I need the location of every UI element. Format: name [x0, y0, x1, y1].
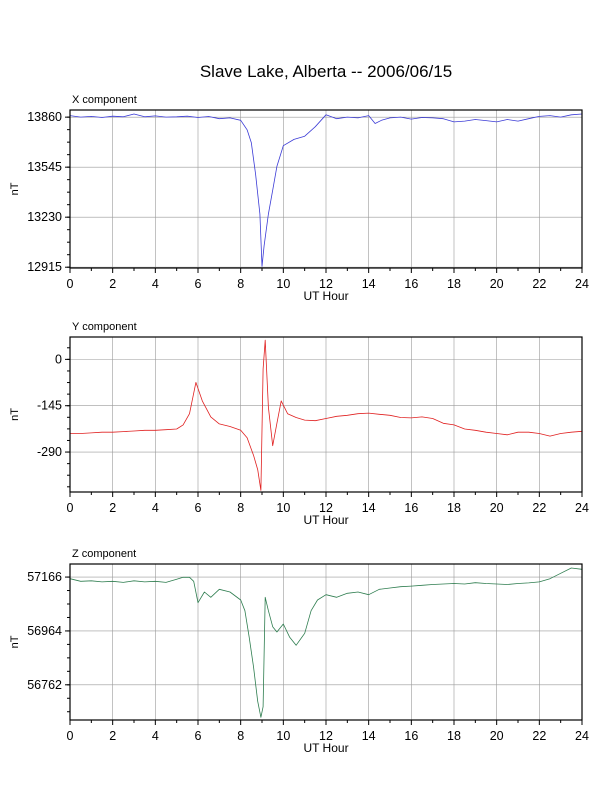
x-tick-label: 16 [404, 277, 418, 291]
y-axis-label: nT [9, 182, 21, 195]
x-tick-label: 12 [319, 277, 333, 291]
x-tick-label: 4 [152, 729, 159, 743]
x-tick-label: 22 [532, 729, 546, 743]
x-tick-label: 20 [490, 277, 504, 291]
x-tick-label: 4 [152, 277, 159, 291]
x-tick-label: 0 [67, 501, 74, 515]
x-tick-label: 18 [447, 501, 461, 515]
x-tick-label: 18 [447, 277, 461, 291]
y-axis-label: nT [9, 635, 21, 648]
y-tick-label: 13230 [27, 210, 62, 224]
x-tick-label: 12 [319, 729, 333, 743]
x-tick-label: 16 [404, 501, 418, 515]
x-tick-label: 10 [276, 501, 290, 515]
x-tick-label: 6 [195, 277, 202, 291]
x-axis-label: UT Hour [303, 513, 348, 527]
y-tick-label: 0 [55, 352, 62, 366]
x-tick-label: 8 [237, 277, 244, 291]
y-tick-label: 56964 [27, 624, 62, 638]
y-tick-label: 57166 [27, 570, 62, 584]
panel-title: Z component [72, 548, 136, 560]
y-tick-label: 12915 [27, 260, 62, 274]
x-tick-label: 0 [67, 277, 74, 291]
x-tick-label: 14 [362, 501, 376, 515]
y-axis-label: nT [9, 408, 21, 421]
x-tick-label: 24 [575, 501, 589, 515]
panel-title: X component [72, 94, 137, 106]
series-line [70, 339, 583, 491]
x-tick-label: 2 [109, 501, 116, 515]
x-tick-label: 20 [490, 729, 504, 743]
x-tick-label: 10 [276, 729, 290, 743]
x-tick-label: 8 [237, 729, 244, 743]
x-tick-label: 0 [67, 729, 74, 743]
chart-title: Slave Lake, Alberta -- 2006/06/15 [200, 62, 452, 81]
x-tick-label: 20 [490, 501, 504, 515]
x-axis-label: UT Hour [303, 741, 348, 755]
x-tick-label: 6 [195, 501, 202, 515]
x-tick-label: 24 [575, 729, 589, 743]
plot-frame [69, 563, 583, 721]
series-line [69, 567, 583, 718]
x-tick-label: 14 [362, 729, 376, 743]
x-tick-label: 22 [532, 501, 546, 515]
x-axis-label: UT Hour [303, 289, 348, 303]
x-tick-label: 24 [575, 277, 589, 291]
x-tick-label: 2 [109, 277, 116, 291]
x-tick-label: 6 [195, 729, 202, 743]
x-tick-label: 2 [109, 729, 116, 743]
y-tick-label: 13860 [27, 110, 62, 124]
x-tick-label: 16 [404, 729, 418, 743]
x-tick-label: 18 [447, 729, 461, 743]
x-tick-label: 10 [276, 277, 290, 291]
y-tick-label: -145 [37, 399, 62, 413]
y-tick-label: 56762 [27, 678, 62, 692]
x-tick-label: 4 [152, 501, 159, 515]
y-tick-label: -290 [37, 445, 62, 459]
series-line [69, 113, 583, 267]
x-tick-label: 14 [362, 277, 376, 291]
x-tick-label: 8 [237, 501, 244, 515]
panel-title: Y component [72, 321, 137, 333]
plot-frame [69, 109, 583, 269]
panel-x: 0 2 4 6 8 10 12 14 16 18 20 22 241386013545132301291… [9, 94, 589, 303]
y-tick-label: 13545 [27, 160, 62, 174]
x-tick-label: 12 [319, 501, 333, 515]
x-tick-label: 22 [532, 277, 546, 291]
plot-frame [69, 336, 583, 493]
